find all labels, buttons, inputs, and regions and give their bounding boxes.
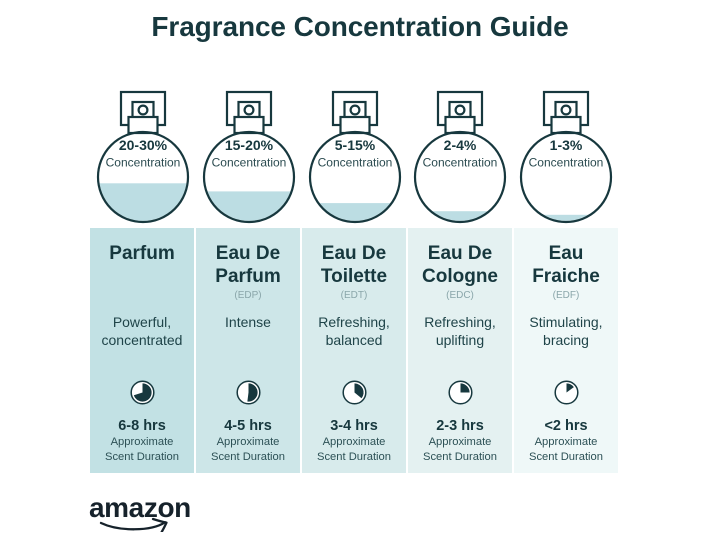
svg-text:20-30%: 20-30% xyxy=(119,137,168,153)
svg-text:15-20%: 15-20% xyxy=(225,137,274,153)
svg-text:Concentration: Concentration xyxy=(211,156,286,170)
svg-text:Concentration: Concentration xyxy=(529,156,604,170)
svg-text:Concentration: Concentration xyxy=(423,156,498,170)
svg-text:5-15%: 5-15% xyxy=(334,137,375,153)
svg-text:Concentration: Concentration xyxy=(317,156,392,170)
svg-text:1-3%: 1-3% xyxy=(550,137,583,153)
svg-text:Concentration: Concentration xyxy=(106,156,181,170)
svg-text:2-4%: 2-4% xyxy=(444,137,477,153)
svg-text:amazon: amazon xyxy=(89,494,191,523)
